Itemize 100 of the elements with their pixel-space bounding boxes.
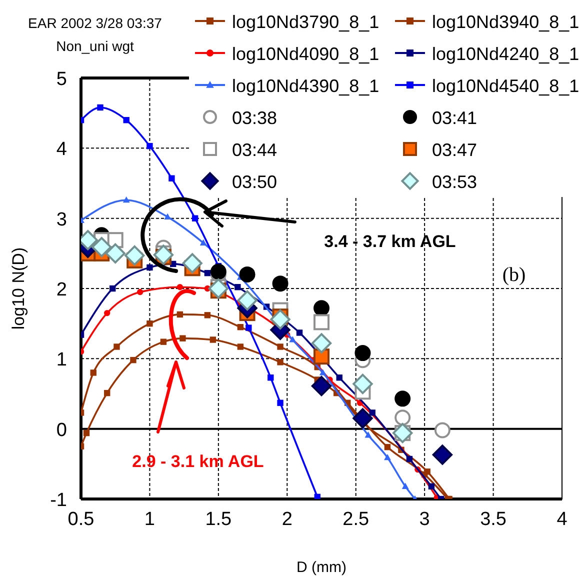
point <box>384 444 391 450</box>
legend-label: log10Nd4390_8_1 <box>232 76 380 96</box>
point <box>200 240 206 246</box>
point <box>246 324 252 331</box>
chart-subtitle: Non_uni wgt <box>56 38 134 54</box>
y-axis-title: log10 N(D) <box>9 247 28 330</box>
point <box>90 370 96 376</box>
point <box>314 494 320 499</box>
point <box>164 214 171 220</box>
point <box>180 335 186 342</box>
point <box>314 314 330 330</box>
point <box>296 330 303 336</box>
point <box>237 324 244 330</box>
point <box>394 390 411 407</box>
point <box>124 245 145 266</box>
point <box>104 310 110 316</box>
point <box>83 430 90 436</box>
point <box>130 356 136 364</box>
point <box>160 338 167 345</box>
point <box>311 333 332 354</box>
point <box>314 348 330 365</box>
point <box>336 374 342 381</box>
point <box>369 410 376 416</box>
point <box>92 237 112 258</box>
legend-label: log10Nd4090_8_1 <box>232 44 380 64</box>
point <box>182 253 202 274</box>
x-tick-label: 1.5 <box>205 509 232 530</box>
point <box>320 370 326 376</box>
point <box>406 456 413 462</box>
x-tick-label: 2 <box>282 509 292 530</box>
point <box>210 264 226 280</box>
point <box>402 483 408 489</box>
point <box>277 344 284 350</box>
point <box>153 244 174 265</box>
point <box>192 215 198 222</box>
point <box>136 288 144 296</box>
point <box>237 290 258 311</box>
point <box>105 243 126 264</box>
point <box>352 408 373 428</box>
point <box>268 374 274 381</box>
point <box>239 266 256 282</box>
annotation: (b) <box>502 264 526 286</box>
point <box>204 312 211 318</box>
y-tick-label: 4 <box>56 139 68 160</box>
legend-label: log10Nd3940_8_1 <box>432 12 580 32</box>
point <box>311 376 332 396</box>
legend-label: 03:53 <box>432 172 478 192</box>
point <box>365 432 372 438</box>
point <box>354 345 371 362</box>
point <box>176 311 184 318</box>
point <box>270 309 290 330</box>
point <box>314 300 330 316</box>
y-tick-label: 2 <box>56 280 67 300</box>
legend-label: 03:38 <box>232 108 278 128</box>
x-tick-label: 0.5 <box>68 509 94 530</box>
point <box>123 196 130 203</box>
point <box>434 422 450 438</box>
y-tick-label: 3 <box>56 209 67 230</box>
legend-label: 03:41 <box>432 108 478 128</box>
point <box>277 400 284 406</box>
y-tick-label: 0 <box>56 420 67 441</box>
x-tick-label: 2.5 <box>342 509 370 530</box>
x-tick-label: 1 <box>144 509 156 530</box>
point <box>168 175 175 182</box>
point <box>146 264 153 271</box>
point <box>352 374 373 394</box>
legend-label: 03:47 <box>432 140 478 160</box>
point <box>146 142 153 150</box>
annotation: 3.4 - 3.7 km AGL <box>324 232 456 251</box>
point <box>114 344 120 350</box>
legend-label: 03:50 <box>232 172 278 192</box>
point <box>97 104 104 111</box>
legend-label: log10Nd4540_8_1 <box>432 76 580 96</box>
point <box>384 454 391 460</box>
y-tick-label: 1 <box>56 350 67 371</box>
legend-label: 03:44 <box>232 140 278 160</box>
x-axis-title: D (mm) <box>296 559 346 576</box>
point <box>210 336 216 343</box>
point <box>394 410 411 426</box>
annotation: 2.9 - 3.1 km AGL <box>132 452 264 471</box>
point <box>272 276 288 292</box>
chart-title: EAR 2002 3/28 03:37 <box>28 15 162 31</box>
y-tick-label: -1 <box>50 490 67 511</box>
point <box>290 336 296 342</box>
x-tick-label: 3 <box>419 509 430 530</box>
point <box>176 284 184 290</box>
point <box>110 285 116 292</box>
y-tick-label: 5 <box>56 69 67 90</box>
point <box>208 278 229 299</box>
x-tick-label: 4 <box>556 509 568 530</box>
point <box>234 284 241 290</box>
legend-label: log10Nd4240_8_1 <box>432 44 580 64</box>
point <box>428 483 435 490</box>
point <box>146 320 153 327</box>
point <box>204 270 211 276</box>
point <box>104 390 110 396</box>
point <box>432 444 453 465</box>
point <box>123 117 130 124</box>
point <box>277 359 284 366</box>
legend-label: log10Nd3790_8_1 <box>232 12 380 32</box>
